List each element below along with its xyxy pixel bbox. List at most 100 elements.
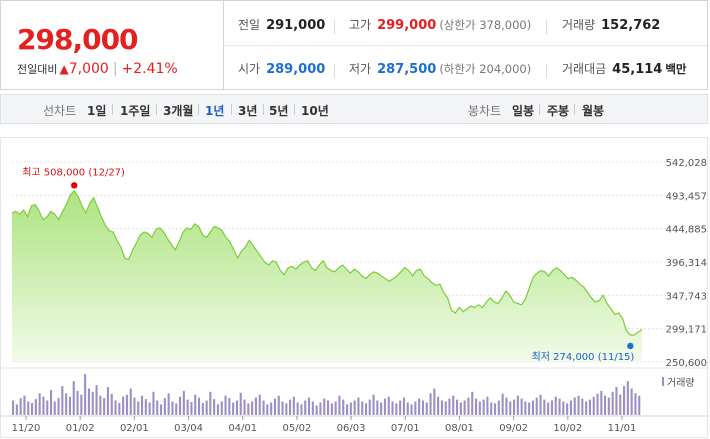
period-10y-button[interactable]: 10년: [301, 104, 329, 118]
volume-bar: [182, 390, 185, 415]
volume-bar: [254, 397, 257, 415]
y-tick-label: 542,028: [666, 158, 707, 169]
volume-bar: [209, 391, 212, 415]
volume-bar: [129, 388, 132, 415]
volume-bar: [163, 398, 166, 415]
x-tick-label: 11/01: [608, 423, 637, 434]
volume-bar: [626, 381, 629, 415]
candle-daily-button[interactable]: 일봉: [512, 104, 535, 118]
candle-weekly-button[interactable]: 주봉: [547, 104, 570, 118]
volume-bar: [106, 387, 109, 415]
volume-bar: [573, 397, 576, 415]
candle-monthly-button[interactable]: 월봉: [582, 104, 605, 118]
volume-bar: [505, 397, 508, 415]
volume-bar: [31, 402, 34, 415]
y-tick-label: 299,171: [666, 325, 707, 336]
volume-bar: [277, 395, 280, 415]
chart-toolbar: 선차트 1일 1주일 3개월 1년 3년 5년 10년 봉차트 일봉 주봉 월봉: [0, 94, 708, 124]
period-3y-button[interactable]: 3년: [238, 104, 258, 118]
volume-bar: [513, 399, 516, 415]
volume-bar: [266, 404, 269, 415]
volume-bar: [604, 395, 607, 415]
volume-bar: [118, 402, 121, 415]
volume-bar: [334, 401, 337, 415]
volume-bar: [558, 398, 561, 415]
volume-bar: [342, 399, 345, 415]
volume-bar: [179, 396, 182, 415]
toolbar-separator: [231, 104, 232, 115]
volume-bar: [235, 400, 238, 415]
stat-prev-close: 전일 291,000: [238, 18, 326, 33]
change-rate: +2.41%: [121, 61, 178, 77]
volume-bar: [315, 405, 318, 415]
volume-bar: [201, 402, 204, 415]
x-tick-label: 07/01: [391, 423, 420, 434]
volume-bar: [372, 394, 375, 415]
price-area: [12, 190, 642, 362]
volume-bar: [444, 401, 447, 415]
volume-bar: [27, 401, 30, 415]
x-tick-label: 01/02: [66, 423, 95, 434]
volume-bar: [475, 398, 478, 415]
volume-bar: [251, 401, 254, 415]
period-1y-button[interactable]: 1년: [205, 104, 225, 118]
volume-bar: [156, 400, 159, 415]
volume-bar: [330, 403, 333, 415]
volume-bar: [137, 401, 140, 415]
volume-bar: [190, 402, 193, 415]
period-5y-button[interactable]: 5년: [269, 104, 289, 118]
volume-bar: [12, 400, 15, 415]
volume-bar: [414, 401, 417, 415]
volume-bar: [539, 394, 542, 415]
volume-bar: [630, 388, 633, 415]
stat-low: 저가 287,500 (하한가 204,000): [349, 62, 532, 77]
toolbar-separator: [539, 104, 540, 115]
volume-bar: [57, 398, 60, 415]
volume-bar: [562, 401, 565, 415]
high-annotation: 최고 508,000 (12/27): [22, 166, 125, 178]
volume-bar: [619, 394, 622, 415]
volume-bar: [349, 402, 352, 415]
volume-bar: [194, 394, 197, 415]
volume-bar: [440, 400, 443, 415]
period-1d-button[interactable]: 1일: [87, 104, 107, 118]
volume-bar: [72, 381, 75, 415]
volume-bar: [300, 404, 303, 415]
volume-bar: [281, 401, 284, 415]
volume-bar: [175, 403, 178, 415]
volume-bar: [114, 400, 117, 415]
volume-bar: [634, 393, 637, 415]
volume-bar: [554, 396, 557, 415]
up-arrow-icon: ▲: [59, 62, 69, 76]
volume-bar: [368, 399, 371, 415]
price-chart: 542,028 493,457 444,885 396,314 347,743 299,1…: [0, 137, 708, 438]
volume-bar: [19, 398, 22, 415]
volume-bar: [308, 397, 311, 415]
stats-divider: [223, 45, 707, 46]
volume-bar: [15, 404, 18, 415]
volume-bar: [433, 388, 436, 415]
volume-bar: [376, 400, 379, 415]
volume-bar: [490, 402, 493, 415]
volume-bar: [103, 398, 106, 415]
volume-bar: [380, 402, 383, 415]
price-line: [11, 189, 643, 336]
volume-bar: [577, 395, 580, 415]
chart-frame: [0, 137, 708, 438]
volume-bar: [387, 396, 390, 415]
stat-separator: [334, 64, 335, 78]
low-annotation: 최저 274,000 (11/15): [532, 351, 635, 363]
period-3m-button[interactable]: 3개월: [163, 104, 194, 118]
quote-header: 298,000 전일대비 ▲7,000 | +2.41% 전일 291,000 고가 29…: [0, 0, 708, 90]
volume-bar: [501, 393, 504, 415]
volume-bar: [167, 393, 170, 415]
stat-volume: 거래량 152,762: [562, 18, 661, 33]
change-label: 전일대비: [17, 63, 58, 76]
volume-bar: [228, 398, 231, 415]
volume-bar: [497, 400, 500, 415]
volume-bar: [456, 399, 459, 415]
volume-bar: [65, 393, 68, 415]
x-tick-label: 11/20: [12, 423, 41, 434]
price-change: 전일대비 ▲7,000 | +2.41%: [17, 61, 178, 77]
period-1w-button[interactable]: 1주일: [120, 104, 151, 118]
